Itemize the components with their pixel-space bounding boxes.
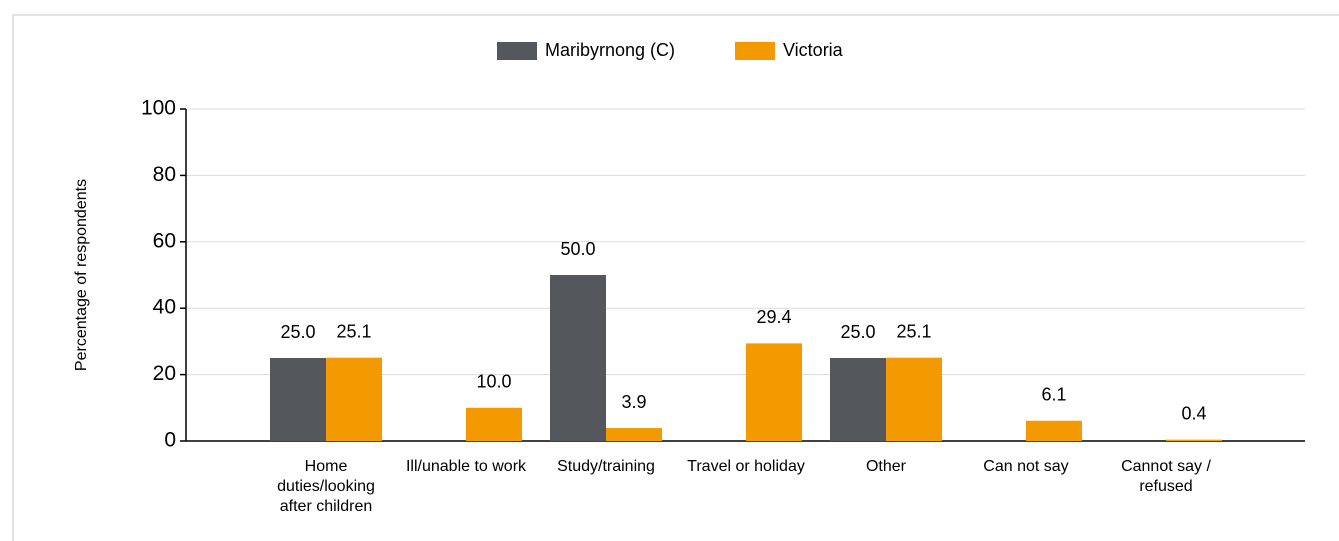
x-tick-label: Other <box>865 458 906 475</box>
x-tick-label: Travel or holiday <box>687 458 805 475</box>
value-label: 50.0 <box>560 239 595 259</box>
y-tick-label: 0 <box>164 429 176 452</box>
x-tick-label: Cannot say / refused <box>1121 458 1211 495</box>
value-label: 3.9 <box>621 392 646 412</box>
legend-swatch <box>497 42 537 60</box>
x-tick-label: Home duties/looking after children <box>277 458 375 515</box>
bar <box>1166 439 1222 441</box>
y-tick-label: 80 <box>153 163 176 186</box>
y-tick-label: 100 <box>141 97 176 120</box>
bar <box>1026 420 1082 441</box>
value-label: 10.0 <box>476 372 511 392</box>
bar <box>886 357 942 441</box>
y-tick-label: 40 <box>153 296 176 319</box>
bar <box>270 358 326 441</box>
frame <box>12 14 1339 541</box>
value-label: 25.1 <box>336 321 371 341</box>
bar <box>550 275 606 441</box>
x-tick-label: Study/training <box>557 458 655 475</box>
bar <box>466 407 522 441</box>
value-label: 29.4 <box>756 307 791 327</box>
x-tick-label: Ill/unable to work <box>405 458 527 475</box>
y-tick-label: 20 <box>153 362 176 385</box>
value-label: 0.4 <box>1181 403 1206 423</box>
bar <box>326 357 382 441</box>
y-tick-label: 60 <box>153 229 176 252</box>
value-label: 6.1 <box>1041 384 1066 404</box>
bar <box>746 343 802 441</box>
bar <box>606 428 662 441</box>
bar <box>830 358 886 441</box>
value-label: 25.0 <box>280 322 315 342</box>
y-axis-title: Percentage of respondents <box>73 179 90 371</box>
legend-label: Maribyrnong (C) <box>545 40 675 60</box>
legend-swatch <box>735 42 775 60</box>
value-label: 25.0 <box>840 322 875 342</box>
value-label: 25.1 <box>896 321 931 341</box>
legend-label: Victoria <box>783 40 844 60</box>
x-tick-label: Can not say <box>983 458 1069 475</box>
